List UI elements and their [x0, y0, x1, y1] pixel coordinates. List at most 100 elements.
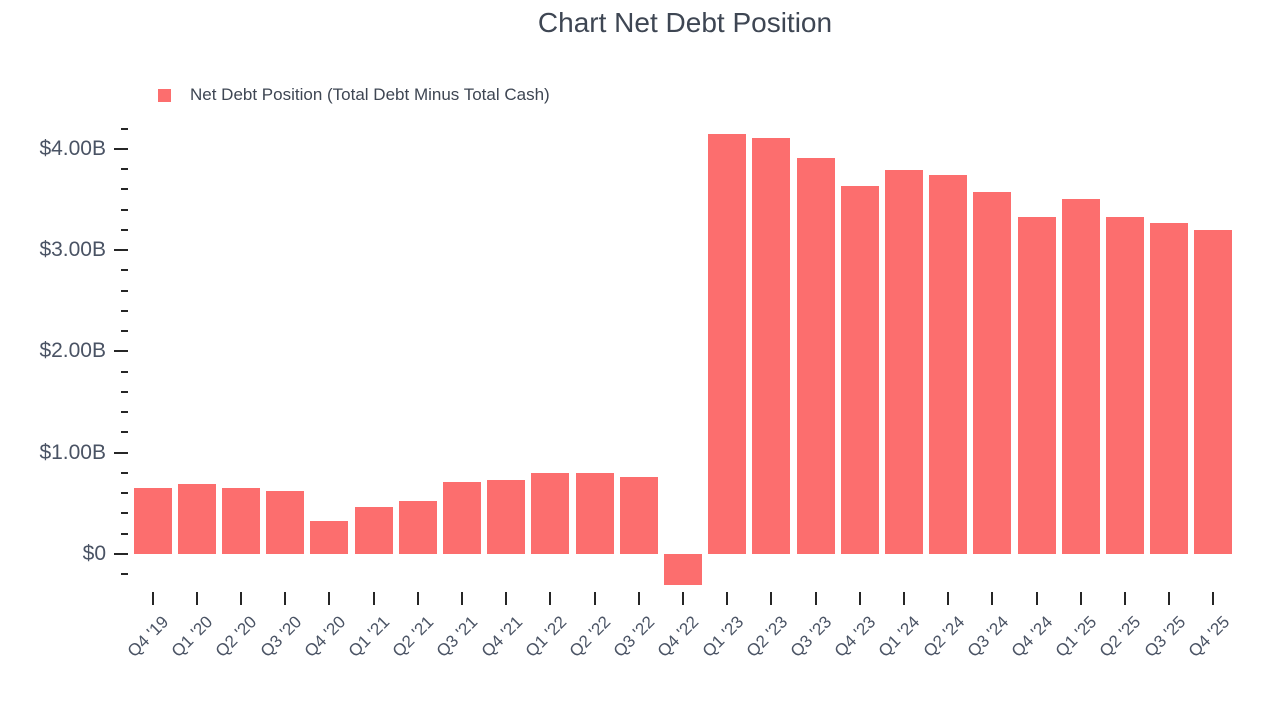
y-axis-minor-tick: [121, 168, 128, 171]
y-axis-major-tick: [114, 147, 128, 150]
x-axis-tick: [505, 592, 508, 605]
chart-title: Chart Net Debt Position: [537, 7, 833, 38]
x-axis-label: Q3 '24: [963, 612, 1013, 661]
x-axis-tick: [549, 592, 552, 605]
x-axis-label: Q3 '20: [256, 612, 305, 661]
bar[interactable]: [708, 133, 747, 554]
y-axis-minor-tick: [121, 208, 128, 211]
x-axis-tick: [239, 592, 242, 605]
y-axis-minor-tick: [121, 188, 128, 191]
bar[interactable]: [884, 170, 923, 554]
x-axis-tick: [1079, 592, 1082, 605]
x-axis-tick: [151, 592, 154, 605]
bar[interactable]: [663, 554, 702, 586]
x-axis-label: Q2 '22: [565, 612, 615, 661]
x-axis-label: Q4 '21: [477, 612, 526, 661]
x-axis-label: Q2 '20: [212, 612, 261, 661]
x-axis-tick: [593, 592, 596, 605]
bar[interactable]: [575, 472, 614, 554]
x-axis-tick: [858, 592, 861, 605]
y-axis-minor-tick: [121, 228, 128, 231]
y-axis-label: $2.00B: [39, 339, 106, 363]
x-axis-label: Q2 '21: [388, 612, 438, 661]
x-axis-tick: [814, 592, 817, 605]
bar[interactable]: [266, 491, 305, 554]
y-axis-minor-tick: [121, 512, 128, 515]
bar[interactable]: [221, 488, 260, 554]
bar[interactable]: [442, 482, 481, 554]
bar[interactable]: [487, 480, 526, 554]
y-axis-label: $1.00B: [39, 440, 106, 464]
bar[interactable]: [973, 192, 1012, 554]
y-axis-major-tick: [114, 553, 128, 555]
y-axis-minor-tick: [121, 309, 128, 312]
bar[interactable]: [177, 484, 216, 554]
bar[interactable]: [398, 501, 437, 554]
y-axis-minor-tick: [121, 289, 128, 292]
bar[interactable]: [840, 186, 879, 554]
x-axis-label: Q1 '23: [698, 612, 747, 661]
y-axis-minor-tick: [121, 573, 128, 576]
y-axis-minor-tick: [121, 370, 128, 373]
bar[interactable]: [619, 477, 658, 554]
x-axis-label: Q3 '23: [786, 612, 836, 661]
legend[interactable]: Net Debt Position (Total Debt Minus Tota…: [158, 85, 550, 105]
y-axis-minor-tick: [121, 127, 128, 130]
x-axis-label: Q1 '25: [1051, 612, 1101, 661]
bar[interactable]: [1061, 199, 1100, 554]
x-axis-label: Q1 '21: [344, 612, 394, 661]
y-axis-minor-tick: [121, 532, 128, 535]
x-axis-label: Q3 '21: [433, 612, 482, 661]
x-axis-tick: [372, 592, 375, 605]
x-axis-tick: [1168, 592, 1171, 605]
x-axis-tick: [991, 592, 994, 605]
x-axis-label: Q1 '22: [521, 612, 571, 661]
x-axis-tick: [947, 592, 950, 605]
x-axis-tick: [1035, 592, 1038, 605]
x-axis-tick: [726, 592, 729, 605]
bar[interactable]: [796, 157, 835, 554]
x-axis-label: Q4 '24: [1007, 612, 1057, 661]
x-axis-tick: [328, 592, 331, 605]
x-axis-label: Q1 '24: [875, 612, 924, 661]
x-axis-label: Q4 '19: [123, 612, 173, 661]
bar[interactable]: [1194, 229, 1233, 554]
x-axis-label: Q3 '22: [609, 612, 659, 661]
bar[interactable]: [1105, 216, 1144, 554]
x-axis-tick: [460, 592, 463, 605]
x-axis-tick: [284, 592, 287, 605]
bar[interactable]: [752, 137, 791, 554]
x-axis-tick: [416, 592, 419, 605]
bar[interactable]: [1017, 216, 1056, 554]
y-axis-minor-tick: [121, 269, 128, 272]
bar[interactable]: [133, 488, 172, 554]
x-axis-label: Q2 '24: [919, 612, 968, 661]
bar[interactable]: [1150, 222, 1189, 554]
x-axis-tick: [770, 592, 773, 605]
bar[interactable]: [310, 520, 349, 554]
x-axis-label: Q2 '23: [742, 612, 792, 661]
y-axis-minor-tick: [121, 492, 128, 495]
x-axis-tick: [1123, 592, 1126, 605]
x-axis-label: Q3 '25: [1140, 612, 1189, 661]
y-axis-minor-tick: [121, 411, 128, 414]
legend-label: Net Debt Position (Total Debt Minus Tota…: [190, 85, 550, 104]
y-axis-label: $4.00B: [39, 136, 106, 160]
y-axis-minor-tick: [121, 431, 128, 434]
bar[interactable]: [929, 175, 968, 554]
y-axis-label: $0: [82, 542, 106, 565]
x-axis-label: Q4 '23: [830, 612, 880, 661]
x-axis-tick: [637, 592, 640, 605]
y-axis-minor-tick: [121, 471, 128, 474]
bar[interactable]: [531, 472, 570, 554]
y-axis-major-tick: [114, 249, 128, 252]
x-axis-label: Q4 '22: [654, 612, 703, 661]
x-axis-tick: [1212, 592, 1215, 605]
y-axis-major-tick: [114, 350, 128, 353]
bar[interactable]: [354, 507, 393, 554]
y-axis-minor-tick: [121, 390, 128, 393]
x-axis-label: Q2 '25: [1096, 612, 1145, 661]
x-axis-tick: [902, 592, 905, 605]
x-axis-label: Q4 '20: [300, 612, 350, 661]
